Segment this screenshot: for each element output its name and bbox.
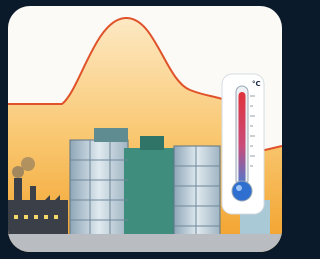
building-top [140, 136, 164, 150]
page: {"thermometer": {"unit": "°C"}} [0, 0, 290, 259]
building-top [94, 128, 128, 142]
building [124, 148, 174, 238]
thermometer-fluid [239, 92, 246, 190]
building [70, 140, 128, 238]
ground [8, 234, 282, 252]
heat-island-icon: °C [0, 0, 290, 259]
bulb-shine [236, 185, 242, 191]
thermometer-bulb [232, 181, 252, 201]
thermometer-unit: °C [252, 80, 261, 88]
building [174, 146, 220, 238]
